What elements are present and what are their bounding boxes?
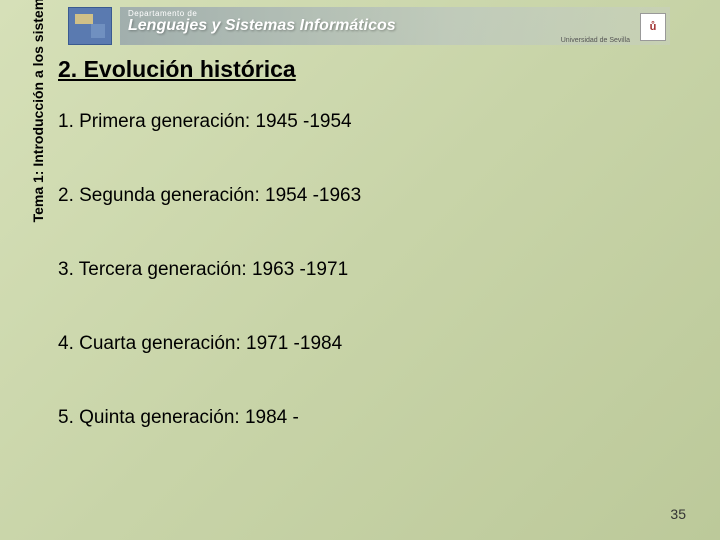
list-item: 1. Primera generación: 1945 -1954 — [58, 111, 680, 133]
slide-content: 2. Evolución histórica 1. Primera genera… — [58, 56, 680, 481]
university-shield-icon: ů — [640, 13, 666, 41]
page-number: 35 — [670, 506, 686, 522]
list-item: 4. Cuarta generación: 1971 -1984 — [58, 333, 680, 355]
list-item: 2. Segunda generación: 1954 -1963 — [58, 185, 680, 207]
slide-heading: 2. Evolución histórica — [58, 56, 680, 83]
department-logo — [68, 7, 112, 45]
banner-main-title: Lenguajes y Sistemas Informáticos — [128, 18, 662, 34]
header-banner: Departamento de Lenguajes y Sistemas Inf… — [68, 6, 670, 46]
banner-university-label: Universidad de Sevilla — [561, 37, 630, 44]
vertical-topic-title: Tema 1: Introducción a los sistemas oper… — [30, 0, 46, 300]
list-item: 3. Tercera generación: 1963 -1971 — [58, 259, 680, 281]
banner-text-block: Departamento de Lenguajes y Sistemas Inf… — [120, 7, 670, 45]
list-item: 5. Quinta generación: 1984 - — [58, 407, 680, 429]
